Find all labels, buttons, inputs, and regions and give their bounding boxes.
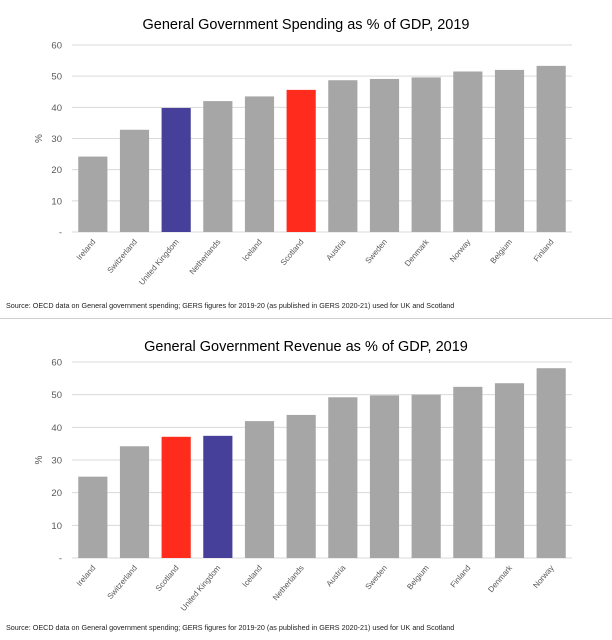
revenue-bar xyxy=(286,414,316,558)
spending-y-tick-label: 50 xyxy=(51,72,62,83)
revenue-chart: General Government Revenue as % of GDP, … xyxy=(34,339,572,613)
revenue-bar xyxy=(453,386,483,558)
spending-x-tick-label: Ireland xyxy=(75,238,98,263)
revenue-x-tick-label: Scotland xyxy=(154,564,181,594)
spending-x-tick-label: Norway xyxy=(448,238,472,265)
revenue-y-tick-label: 40 xyxy=(51,423,62,434)
revenue-x-tick-label: Austria xyxy=(324,563,347,588)
spending-y-tick-label: 10 xyxy=(51,196,62,207)
spending-bar xyxy=(453,71,483,232)
spending-x-tick-label: United Kingdom xyxy=(137,237,181,287)
revenue-x-tick-label: Belgium xyxy=(405,563,431,591)
spending-x-tick-label: Netherlands xyxy=(188,238,223,277)
spending-bar xyxy=(328,80,358,233)
spending-bar xyxy=(119,129,150,232)
spending-x-tick-label: Sweden xyxy=(364,238,389,266)
revenue-y-tick-label: 10 xyxy=(51,521,62,532)
revenue-x-tick-label: United Kingdom xyxy=(179,563,223,613)
spending-y-tick-label: 60 xyxy=(51,41,62,52)
revenue-x-tick-label: Switzerland xyxy=(106,564,139,601)
revenue-y-tick-label: 60 xyxy=(51,358,62,369)
revenue-x-tick-label: Sweden xyxy=(364,564,389,592)
revenue-y-axis: - 10 20 30 40 50 60 xyxy=(51,358,572,565)
spending-bar xyxy=(369,78,400,232)
revenue-x-tick-label: Finland xyxy=(449,564,473,590)
spending-bar xyxy=(78,156,108,232)
spending-y-axis: - 10 20 30 40 50 60 xyxy=(51,41,572,239)
spending-bar xyxy=(411,77,441,232)
chart-divider xyxy=(0,318,612,319)
spending-x-tick-label: Switzerland xyxy=(106,238,139,275)
spending-y-tick-label: 40 xyxy=(51,103,62,114)
revenue-x-tick-label: Ireland xyxy=(75,564,98,589)
spending-x-tick-label: Scotland xyxy=(279,238,306,268)
spending-bar xyxy=(536,65,566,232)
spending-x-tick-label: Denmark xyxy=(403,237,431,268)
spending-y-axis-label: % xyxy=(34,134,45,143)
revenue-y-tick-label: - xyxy=(59,554,62,565)
revenue-y-tick-label: 20 xyxy=(51,488,62,499)
revenue-x-tick-label: Netherlands xyxy=(271,564,306,603)
spending-y-tick-label: 30 xyxy=(51,134,62,145)
revenue-chart-title: General Government Revenue as % of GDP, … xyxy=(144,339,468,355)
revenue-chart-source-note: Source: OECD data on General government … xyxy=(6,623,455,632)
spending-bar xyxy=(161,107,191,232)
spending-chart-source-note: Source: OECD data on General government … xyxy=(6,301,455,310)
spending-bar xyxy=(286,89,316,232)
spending-x-tick-label: Austria xyxy=(324,237,347,262)
revenue-bar xyxy=(536,368,566,558)
spending-y-tick-label: 20 xyxy=(51,165,62,176)
revenue-bar xyxy=(244,421,275,558)
spending-bar xyxy=(203,101,233,232)
revenue-y-axis-label: % xyxy=(34,455,45,464)
revenue-y-tick-label: 50 xyxy=(51,390,62,401)
spending-chart: General Government Spending as % of GDP,… xyxy=(34,17,572,287)
revenue-x-tick-label: Iceland xyxy=(241,564,264,590)
revenue-x-tick-label: Norway xyxy=(531,564,555,591)
revenue-bar xyxy=(494,383,525,558)
revenue-x-tick-label: Denmark xyxy=(486,563,514,594)
spending-bar xyxy=(494,69,525,232)
spending-x-tick-label: Belgium xyxy=(489,237,515,265)
revenue-y-tick-label: 30 xyxy=(51,456,62,467)
revenue-bar xyxy=(78,476,108,558)
spending-chart-title: General Government Spending as % of GDP,… xyxy=(143,17,470,33)
spending-bar xyxy=(244,96,275,232)
revenue-bar xyxy=(369,395,400,558)
revenue-bar xyxy=(119,446,150,558)
revenue-bar xyxy=(203,435,233,558)
spending-chart-panel: General Government Spending as % of GDP,… xyxy=(0,0,612,319)
revenue-bar xyxy=(161,436,191,558)
spending-x-tick-label: Finland xyxy=(532,238,556,264)
spending-x-tick-label: Iceland xyxy=(241,238,264,264)
revenue-bar xyxy=(328,397,358,558)
revenue-chart-panel: General Government Revenue as % of GDP, … xyxy=(0,322,612,640)
spending-y-tick-label: - xyxy=(59,228,62,239)
revenue-bar xyxy=(411,394,441,558)
